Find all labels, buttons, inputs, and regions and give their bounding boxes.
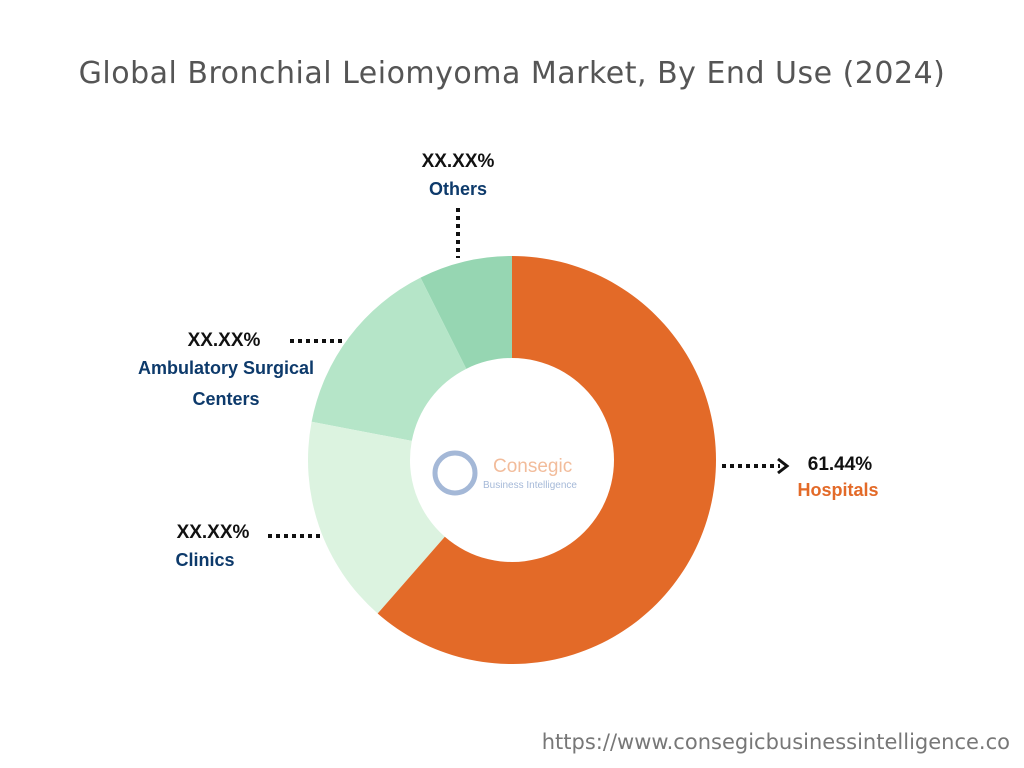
category-label: Ambulatory Surgical Centers xyxy=(137,358,315,409)
category-label: Hospitals xyxy=(797,480,879,500)
donut-slice xyxy=(377,256,716,665)
footer-url: https://www.consegicbusinessintelligence… xyxy=(541,730,1010,754)
logo-tagline: Business Intelligence xyxy=(483,480,577,491)
category-label: Others xyxy=(428,179,488,199)
value-label: XX.XX% xyxy=(421,151,495,172)
value-label: 61.44% xyxy=(807,454,873,475)
leader-arrow xyxy=(777,457,790,475)
chart-title: Global Bronchial Leiomyoma Market, By En… xyxy=(78,56,946,91)
value-label: XX.XX% xyxy=(176,522,250,543)
category-label: Clinics xyxy=(175,550,235,570)
logo xyxy=(432,450,478,496)
annotations xyxy=(268,208,790,538)
watermark: Consegic Business Intelligence xyxy=(432,450,577,496)
value-label: XX.XX% xyxy=(187,330,261,351)
donut-slice xyxy=(311,277,467,441)
donut-slice xyxy=(420,256,512,369)
logo-name: Consegic xyxy=(493,456,572,477)
donut-slice xyxy=(308,421,445,614)
